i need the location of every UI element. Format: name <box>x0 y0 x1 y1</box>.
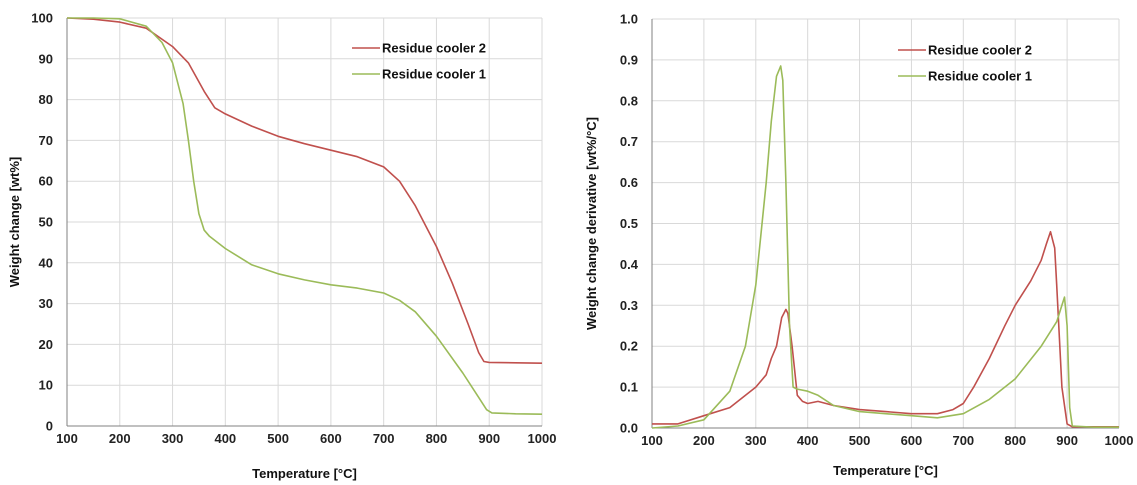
y-tick-label: 100 <box>31 11 53 26</box>
x-tick-label: 300 <box>162 431 184 446</box>
x-tick-label: 600 <box>320 431 342 446</box>
series-line-residue-cooler-1 <box>651 65 1119 429</box>
x-tick-label: 1000 <box>528 431 557 446</box>
y-tick-label: 0.3 <box>620 298 638 313</box>
y-tick-label: 0 <box>46 419 53 434</box>
x-tick-label: 900 <box>1056 433 1078 448</box>
series-line-residue-cooler-1 <box>67 17 543 415</box>
x-tick-label: 500 <box>267 431 289 446</box>
y-tick-label: 70 <box>39 133 53 148</box>
x-tick-label: 200 <box>109 431 131 446</box>
y-axis-label: Weight change [wt%] <box>7 157 22 287</box>
y-tick-label: 0.6 <box>620 175 638 190</box>
y-tick-label: 0.9 <box>620 52 638 67</box>
y-tick-label: 1.0 <box>620 12 638 27</box>
y-tick-label: 90 <box>39 51 53 66</box>
x-tick-label: 300 <box>745 433 767 448</box>
x-tick-label: 700 <box>952 433 974 448</box>
x-tick-label: 800 <box>1004 433 1026 448</box>
legend-label: Residue cooler 1 <box>382 67 486 82</box>
y-tick-label: 0.5 <box>620 216 638 231</box>
legend-label: Residue cooler 2 <box>928 43 1032 58</box>
y-tick-label: 40 <box>39 255 53 270</box>
x-tick-label: 500 <box>849 433 871 448</box>
y-tick-label: 0.2 <box>620 339 638 354</box>
y-tick-label: 30 <box>39 296 53 311</box>
y-tick-label: 50 <box>39 215 53 230</box>
y-axis-label: Weight change derivative [wt%/°C] <box>584 117 599 330</box>
x-tick-label: 400 <box>214 431 236 446</box>
y-tick-label: 60 <box>39 174 53 189</box>
x-axis-label: Temperature [°C] <box>252 466 357 481</box>
y-tick-label: 0.1 <box>620 380 638 395</box>
x-axis-label: Temperature [°C] <box>833 463 938 478</box>
x-tick-label: 400 <box>797 433 819 448</box>
y-tick-label: 80 <box>39 92 53 107</box>
series-line-residue-cooler-2 <box>66 17 543 364</box>
legend-label: Residue cooler 1 <box>928 69 1032 84</box>
x-tick-label: 100 <box>56 431 78 446</box>
x-tick-label: 200 <box>693 433 715 448</box>
y-tick-label: 0.0 <box>620 421 638 436</box>
x-tick-label: 900 <box>478 431 500 446</box>
x-tick-label: 100 <box>641 433 663 448</box>
y-tick-label: 20 <box>39 337 53 352</box>
weight-change-chart: 100 200 300 400 500 600 700 800 900 1000 0 10 20 30 40… <box>7 11 556 482</box>
legend-label: Residue cooler 2 <box>382 41 486 56</box>
legend: Residue cooler 2 Residue cooler 1 <box>898 43 1032 84</box>
derivative-chart: 100 200 300 400 500 600 700 800 900 1000 0.0 0.1 0.2… <box>584 12 1133 479</box>
x-tick-label: 800 <box>426 431 448 446</box>
x-tick-label: 1000 <box>1105 433 1134 448</box>
y-tick-label: 0.8 <box>620 93 638 108</box>
y-tick-label: 0.4 <box>620 257 639 272</box>
x-tick-label: 600 <box>901 433 923 448</box>
y-tick-label: 0.7 <box>620 134 638 149</box>
x-tick-label: 700 <box>373 431 395 446</box>
legend: Residue cooler 2 Residue cooler 1 <box>352 41 486 82</box>
y-tick-label: 10 <box>39 378 53 393</box>
series-line-residue-cooler-2 <box>652 230 1119 428</box>
